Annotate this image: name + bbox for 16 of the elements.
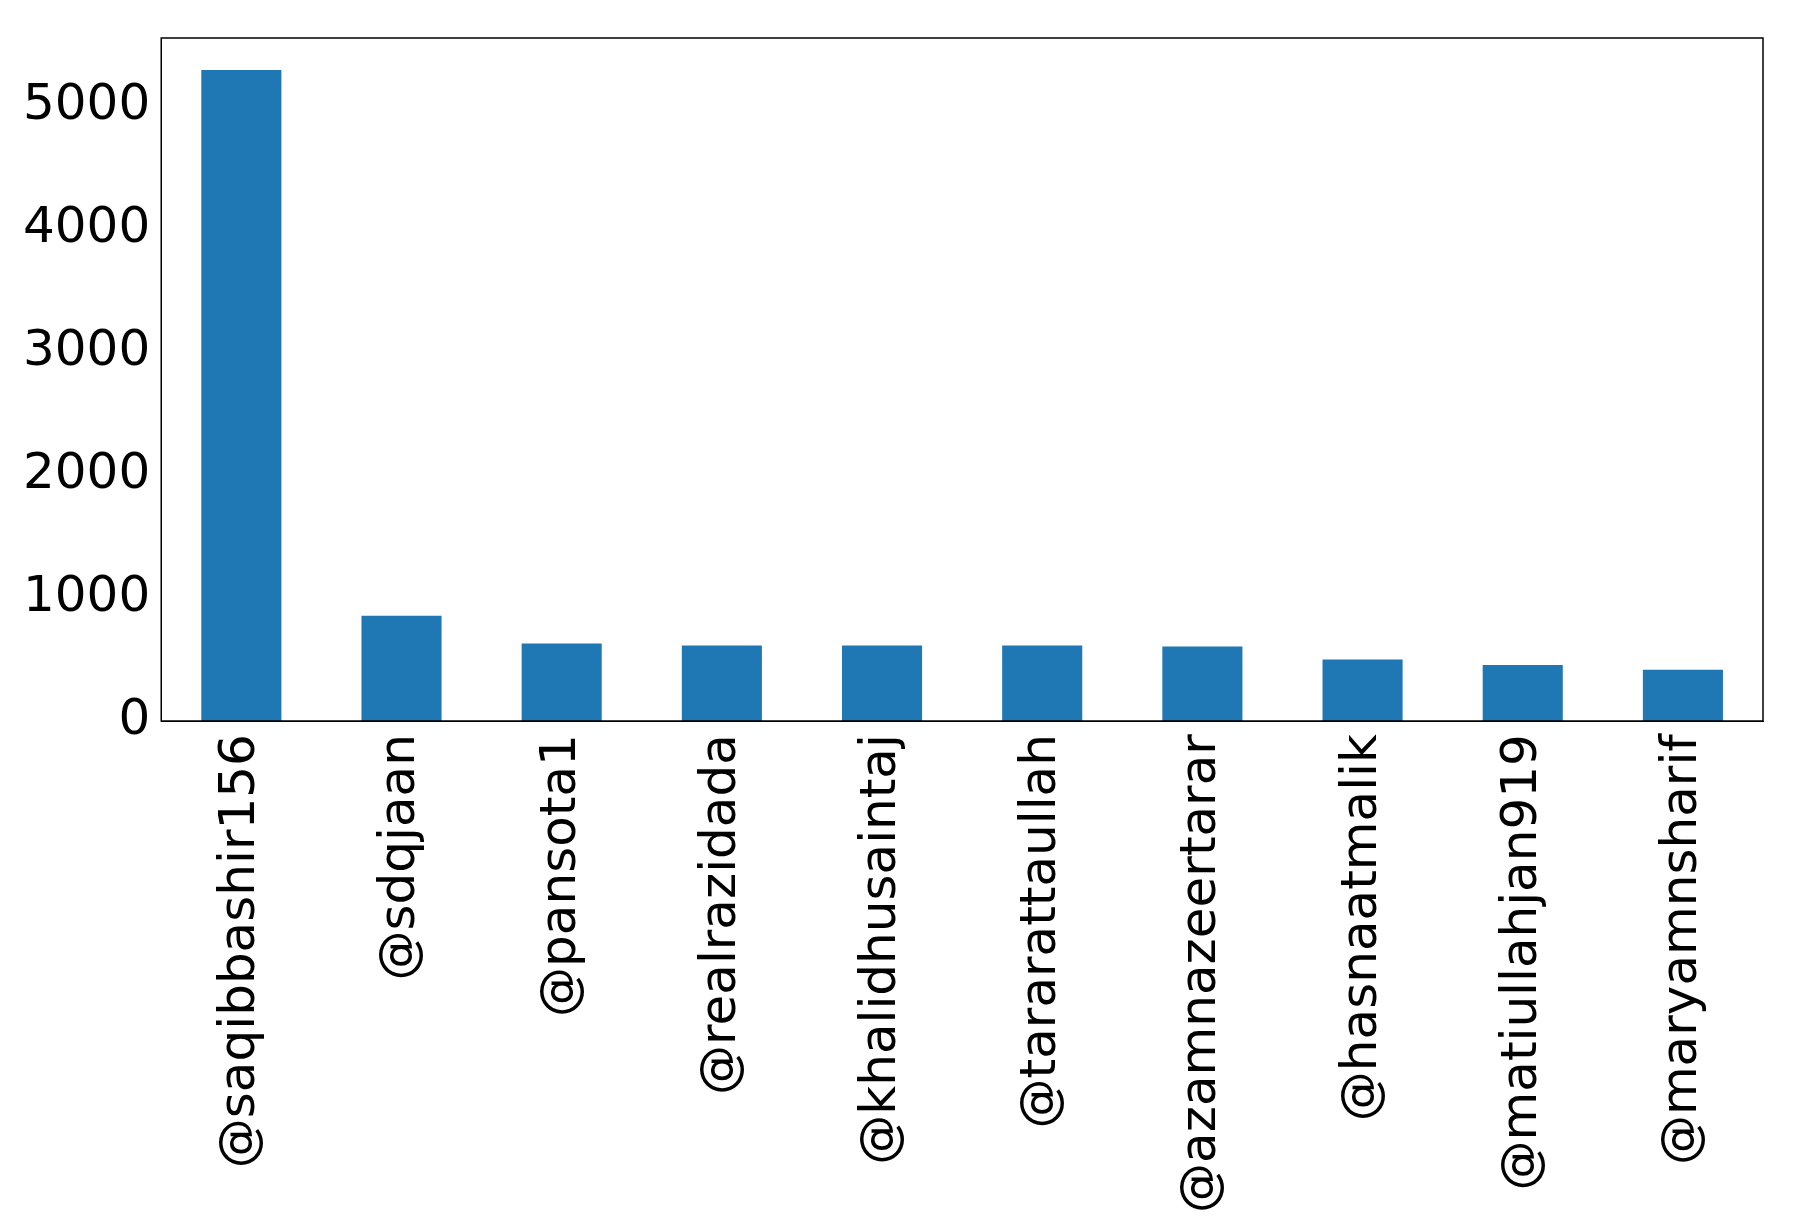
- x-tick-label: @sdqjaan: [368, 734, 427, 981]
- y-tick-label: 5000: [23, 72, 151, 131]
- y-tick-label: 1000: [23, 565, 151, 624]
- x-tick-label: @realrazidada: [688, 734, 747, 1095]
- x-tick-label: @maryamnsharif: [1649, 732, 1708, 1166]
- y-tick-label: 0: [118, 688, 151, 747]
- y-tick-label: 2000: [23, 441, 151, 500]
- x-tick-label: @pansota1: [528, 734, 587, 1017]
- x-tick-label: @tararattaullah: [1009, 734, 1068, 1129]
- y-tick-label: 3000: [23, 318, 151, 377]
- x-tick-label: @saqibbashir156: [208, 734, 267, 1169]
- x-tick-label: @khalidhusaintaj: [849, 734, 908, 1165]
- x-tick-label: @hasnaatmalik: [1329, 734, 1388, 1122]
- y-tick-label: 4000: [23, 195, 151, 254]
- x-tick-label: @matiullahjan919: [1489, 734, 1548, 1191]
- x-tick-label: @azamnazeertarar: [1169, 733, 1228, 1214]
